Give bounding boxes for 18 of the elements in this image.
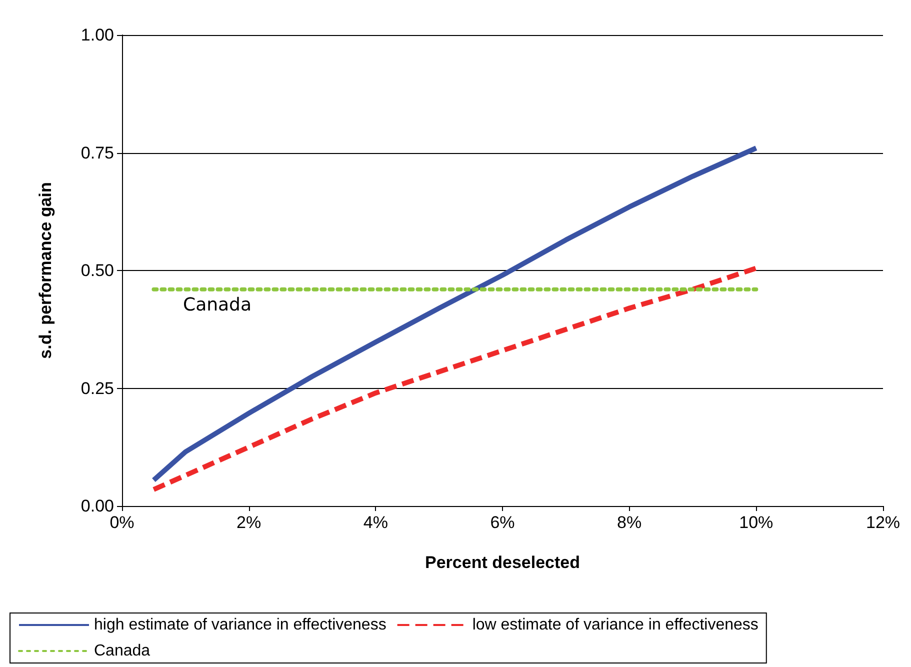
x-tick-label: 8% <box>617 513 642 532</box>
y-tick-label: 0.25 <box>80 378 114 398</box>
x-tick-label: 2% <box>236 513 262 532</box>
x-axis-title: Percent deselected <box>425 553 580 572</box>
y-tick-label: 1.00 <box>80 26 114 44</box>
x-tick-label: 12% <box>866 513 900 532</box>
legend-label: low estimate of variance in effectiveness <box>472 616 758 634</box>
y-axis-title: s.d. performance gain <box>36 182 55 359</box>
x-tick-label: 0% <box>110 513 134 532</box>
y-tick-label: 0.00 <box>80 496 114 516</box>
y-tick-label: 0.50 <box>80 261 114 280</box>
annotation: Canada <box>183 294 252 316</box>
legend-label: high estimate of variance in effectiveness <box>94 616 386 634</box>
y-tick-label: 0.75 <box>80 143 114 162</box>
x-tick-label: 6% <box>490 513 515 532</box>
legend-label: Canada <box>94 642 150 660</box>
x-tick-label: 10% <box>739 513 774 532</box>
x-tick-label: 4% <box>363 513 388 532</box>
